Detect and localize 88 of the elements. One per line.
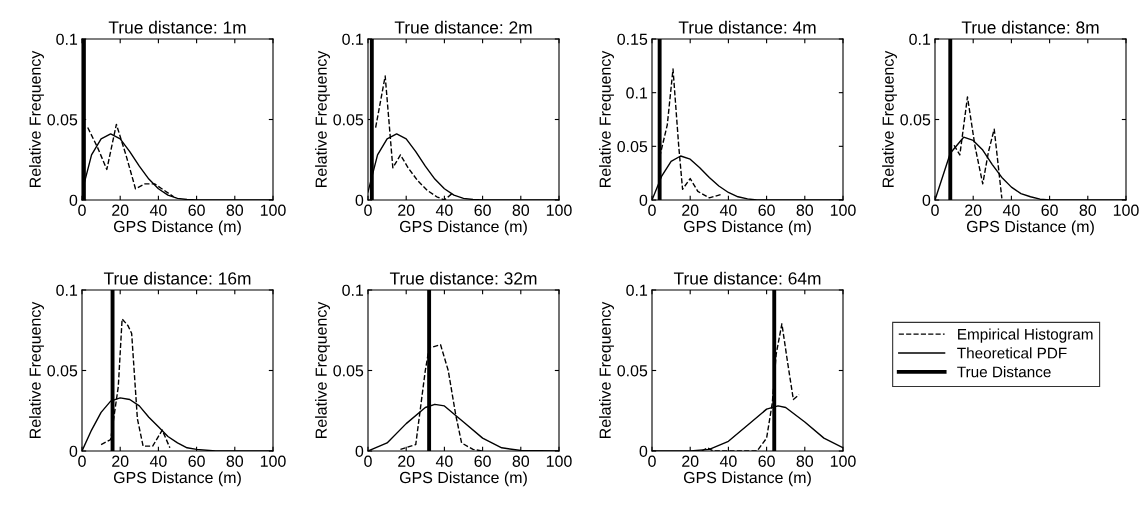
x-tick-label: 40 [149,204,167,216]
x-tick-label: 60 [188,455,205,467]
legend-label: True Distance [957,366,1051,378]
y-tick-label: 0 [69,194,78,206]
x-tick-label: 0 [648,455,656,467]
y-tick-label: 0.1 [909,33,931,45]
x-tick-label: 100 [830,455,856,467]
y-tick-label: 0.05 [47,114,78,126]
y-tick-label: 0 [355,194,364,206]
x-tick-label: 100 [260,455,286,467]
x-tick-label: 40 [719,455,737,467]
x-tick-label: 20 [682,204,699,216]
x-tick-label: 40 [435,455,453,467]
x-tick-label: 60 [758,204,775,216]
x-tick-label: 20 [682,455,699,467]
x-tick-label: 60 [474,455,491,467]
x-tick-label: 60 [188,204,205,216]
x-tick-label: 40 [435,204,453,216]
x-tick-label: 0 [78,204,86,216]
x-tick-label: 100 [546,204,572,216]
x-tick-label: 80 [512,204,530,216]
x-tick-label: 0 [648,204,656,216]
y-tick-label: 0 [355,445,364,457]
x-tick-label: 20 [398,204,415,216]
x-tick-label: 80 [512,455,530,467]
x-axis-title: GPS Distance (m) [113,220,241,236]
chart-title: True distance: 32m [389,271,537,285]
x-tick-label: 80 [796,455,814,467]
x-axis-title: GPS Distance (m) [113,471,241,487]
y-tick-label: 0.1 [342,33,364,45]
x-tick-label: 40 [149,455,167,467]
y-tick-label: 0.15 [617,33,648,45]
y-tick-label: 0.1 [56,33,78,45]
chart-title: True distance: 4m [678,20,816,34]
x-axis-title: GPS Distance (m) [966,220,1094,236]
x-tick-label: 100 [546,455,572,467]
x-tick-label: 0 [931,204,939,216]
y-tick-label: 0.1 [626,284,648,296]
x-tick-label: 40 [1002,204,1020,216]
y-axis-title: Relative Frequency [29,301,44,438]
y-tick-label: 0 [69,445,78,457]
x-tick-label: 20 [112,455,129,467]
x-tick-label: 100 [1113,204,1139,216]
x-axis-title: GPS Distance (m) [683,220,811,236]
x-tick-label: 60 [1041,204,1058,216]
y-tick-label: 0.05 [617,140,648,153]
y-tick-label: 0.05 [47,365,78,377]
y-tick-label: 0.1 [626,87,648,99]
x-tick-label: 0 [364,204,372,216]
x-tick-label: 40 [719,204,737,216]
x-tick-label: 80 [226,455,244,467]
y-tick-label: 0 [639,194,648,206]
chart-title: True distance: 1m [108,20,246,34]
x-tick-label: 80 [796,204,814,216]
legend-label: Empirical Histogram [958,328,1093,343]
x-tick-label: 0 [364,455,372,467]
legend-label: Theoretical PDF [957,347,1067,359]
x-axis-title: GPS Distance (m) [399,220,527,236]
y-tick-label: 0 [922,194,931,206]
y-tick-label: 0.1 [342,284,364,296]
x-axis-title: GPS Distance (m) [683,471,811,487]
x-axis-title: GPS Distance (m) [399,471,527,487]
x-tick-label: 20 [112,204,129,216]
y-tick-label: 0.05 [333,365,364,377]
y-tick-label: 0.05 [333,114,364,126]
y-axis-title: Relative Frequency [882,50,897,187]
x-tick-label: 100 [260,204,286,216]
x-tick-label: 80 [1079,204,1097,216]
chart-title: True distance: 16m [103,271,251,285]
y-tick-label: 0 [639,445,648,457]
x-tick-label: 60 [474,204,491,216]
y-axis-title: Relative Frequency [315,301,330,438]
y-axis-title: Relative Frequency [599,301,614,438]
y-tick-label: 0.1 [56,284,78,296]
chart-title: True distance: 2m [394,20,532,34]
y-axis-title: Relative Frequency [29,50,44,187]
x-tick-label: 60 [758,455,775,467]
y-axis-title: Relative Frequency [315,50,330,187]
chart-title: True distance: 8m [961,20,1099,34]
x-tick-label: 20 [398,455,415,467]
x-tick-label: 80 [226,204,244,216]
chart-title: True distance: 64m [673,271,821,285]
x-tick-label: 100 [830,204,856,216]
x-tick-label: 0 [78,455,86,467]
y-tick-label: 0.05 [900,114,931,126]
y-axis-title: Relative Frequency [599,50,614,187]
y-tick-label: 0.05 [617,365,648,377]
x-tick-label: 20 [965,204,982,216]
